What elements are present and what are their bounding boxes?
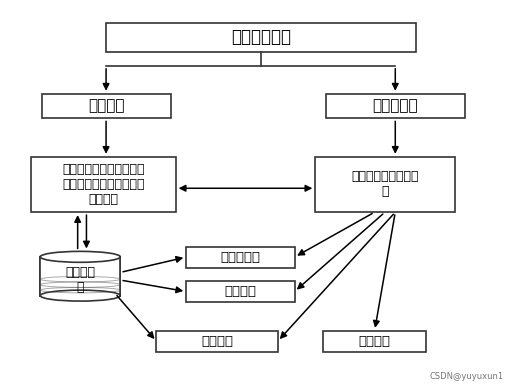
- Text: 在线投票系统: 在线投票系统: [231, 28, 291, 46]
- FancyBboxPatch shape: [106, 23, 416, 52]
- Text: 用户登录: 用户登录: [88, 99, 124, 114]
- FancyBboxPatch shape: [186, 247, 294, 268]
- Text: 信息修改、查看、删
除: 信息修改、查看、删 除: [351, 170, 419, 198]
- Text: 数据备份: 数据备份: [224, 285, 256, 298]
- FancyBboxPatch shape: [31, 157, 176, 212]
- Text: 交流中心、投票项目、投
票信息、匿名投票信息、
结果展示: 交流中心、投票项目、投 票信息、匿名投票信息、 结果展示: [62, 163, 145, 206]
- FancyBboxPatch shape: [315, 157, 455, 212]
- Text: 管理员登录: 管理员登录: [373, 99, 418, 114]
- Text: 管理员信息: 管理员信息: [220, 251, 260, 263]
- FancyBboxPatch shape: [157, 331, 278, 352]
- FancyBboxPatch shape: [326, 94, 465, 118]
- Text: 注销登录: 注销登录: [359, 335, 390, 348]
- Text: 系统数据
库: 系统数据 库: [65, 265, 95, 293]
- FancyBboxPatch shape: [42, 94, 171, 118]
- FancyBboxPatch shape: [323, 331, 426, 352]
- Text: 数据恢复: 数据恢复: [201, 335, 233, 348]
- Bar: [40, 257, 120, 296]
- Ellipse shape: [40, 251, 120, 262]
- FancyBboxPatch shape: [186, 281, 294, 302]
- Text: CSDN@yuyuxun1: CSDN@yuyuxun1: [430, 372, 504, 381]
- Ellipse shape: [40, 290, 120, 301]
